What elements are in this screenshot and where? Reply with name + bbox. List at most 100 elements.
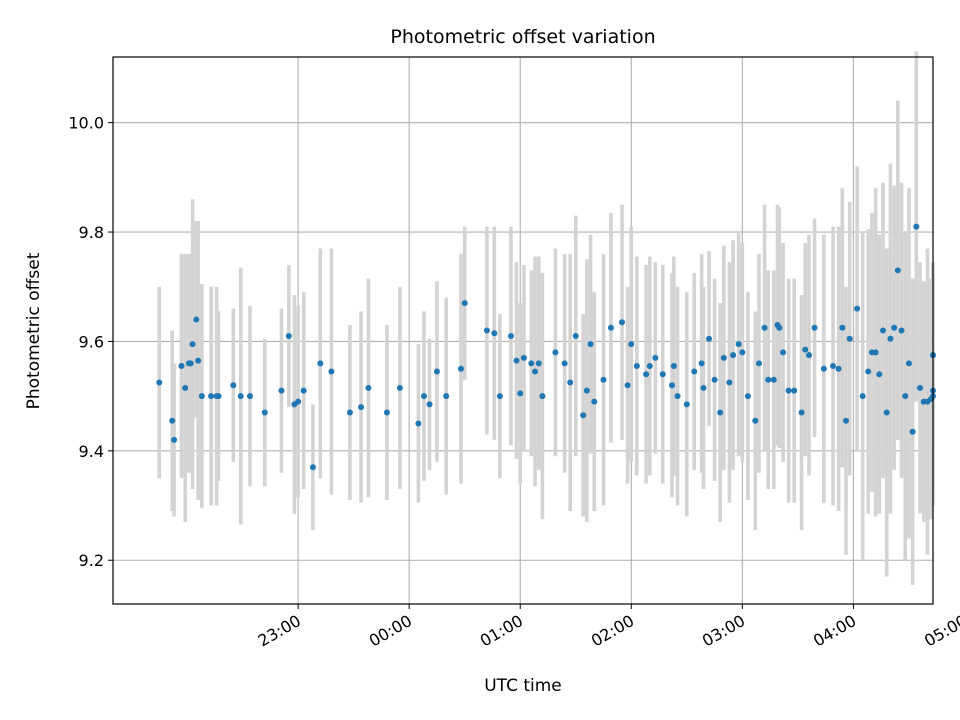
data-point (309, 464, 316, 471)
data-point (761, 324, 768, 331)
data-point (278, 387, 285, 394)
data-point (532, 368, 539, 375)
data-point (328, 368, 335, 375)
data-point (317, 360, 324, 367)
data-point (426, 401, 433, 408)
data-point (765, 376, 772, 383)
data-point (700, 384, 707, 391)
data-point (846, 335, 853, 342)
data-point (457, 365, 464, 372)
data-point (711, 376, 718, 383)
data-point (507, 332, 514, 339)
y-tick-label: 9.2 (79, 551, 104, 570)
data-point (420, 393, 427, 400)
data-point (917, 384, 924, 391)
data-point (156, 379, 163, 386)
data-point (583, 387, 590, 394)
y-tick-layer: 9.2 9.4 9.6 9.8 10.0 (68, 114, 113, 570)
data-point (883, 409, 890, 416)
data-point (358, 404, 365, 411)
data-point (791, 387, 798, 394)
data-point (193, 316, 200, 323)
data-point (811, 324, 818, 331)
data-point (591, 398, 598, 405)
y-tick-label: 10.0 (68, 114, 104, 133)
data-point (169, 417, 176, 424)
data-point (607, 324, 614, 331)
x-tick-label: 23:00 (255, 611, 304, 651)
y-tick-label: 9.4 (79, 442, 104, 461)
data-point (443, 393, 450, 400)
data-point (726, 379, 733, 386)
data-point (646, 363, 653, 370)
data-point (839, 324, 846, 331)
data-point (246, 393, 253, 400)
data-point (730, 352, 737, 359)
data-point (887, 335, 894, 342)
data-point (913, 223, 920, 230)
data-point (744, 393, 751, 400)
data-point (189, 341, 196, 348)
data-point (717, 409, 724, 416)
data-point (539, 393, 546, 400)
data-point (872, 349, 879, 356)
marker-layer (156, 223, 936, 471)
data-point (739, 349, 746, 356)
data-point (520, 354, 527, 361)
data-point (587, 341, 594, 348)
data-point (208, 393, 215, 400)
data-point (905, 360, 912, 367)
data-point (820, 365, 827, 372)
y-tick-label: 9.6 (79, 332, 104, 351)
data-point (835, 365, 842, 372)
x-tick-label: 03:00 (699, 611, 748, 651)
data-point (600, 376, 607, 383)
data-point (195, 357, 202, 364)
data-point (552, 349, 559, 356)
x-tick-label: 02:00 (588, 611, 637, 651)
data-point (902, 393, 909, 400)
data-point (798, 409, 805, 416)
data-point (633, 363, 640, 370)
x-axis-label: UTC time (484, 676, 562, 696)
data-point (483, 327, 490, 334)
data-point (628, 341, 635, 348)
data-point (720, 354, 727, 361)
data-point (513, 357, 520, 364)
data-point (854, 305, 861, 312)
data-point (171, 436, 178, 443)
x-tick-label: 01:00 (477, 611, 526, 651)
data-point (706, 335, 713, 342)
data-point (785, 387, 792, 394)
data-point (300, 387, 307, 394)
data-point (433, 368, 440, 375)
data-point (396, 384, 403, 391)
data-point (496, 393, 503, 400)
data-point (670, 363, 677, 370)
x-tick-layer: 23:00 00:00 01:00 02:00 03:00 04:00 05:00 (255, 604, 960, 651)
data-point (674, 393, 681, 400)
x-tick-label: 05:00 (921, 611, 960, 651)
data-point (909, 428, 916, 435)
data-point (572, 332, 579, 339)
data-point (182, 384, 189, 391)
data-point (756, 360, 763, 367)
data-point (752, 417, 759, 424)
data-point (346, 409, 353, 416)
data-point (198, 393, 205, 400)
data-point (535, 360, 542, 367)
data-point (898, 327, 905, 334)
data-point (830, 363, 837, 370)
data-point (619, 319, 626, 326)
data-point (624, 382, 631, 389)
data-point (237, 393, 244, 400)
data-point (780, 349, 787, 356)
data-point (691, 368, 698, 375)
data-point (561, 360, 568, 367)
data-point (643, 371, 650, 378)
data-point (735, 341, 742, 348)
data-point (698, 360, 705, 367)
data-point (517, 390, 524, 397)
data-point (659, 371, 666, 378)
